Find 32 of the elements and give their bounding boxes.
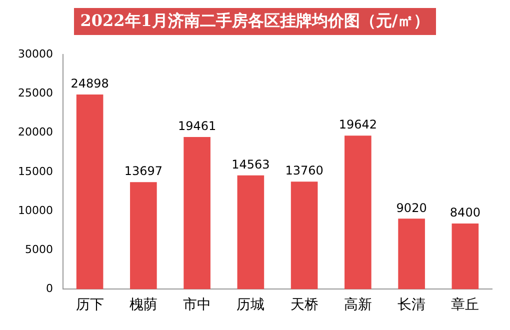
bar <box>398 218 425 290</box>
x-tick-label: 天桥 <box>290 297 318 314</box>
x-tick-label: 历城 <box>236 297 265 314</box>
y-tick-label: 15000 <box>18 164 53 178</box>
bar <box>344 136 372 290</box>
data-label: 19642 <box>338 118 378 132</box>
bar <box>130 182 157 290</box>
bar <box>184 137 210 290</box>
y-tick-label: 20000 <box>18 126 53 139</box>
y-tick-label: 10000 <box>18 204 53 217</box>
bar <box>76 94 104 290</box>
y-tick-label: 0 <box>46 282 53 296</box>
y-tick-label: 5000 <box>24 242 53 256</box>
x-tick-label: 市中 <box>183 297 212 314</box>
data-label: 9020 <box>396 200 427 215</box>
x-tick-label: 槐荫 <box>129 297 158 314</box>
data-label: 8400 <box>450 206 480 220</box>
bar <box>452 224 479 290</box>
data-label: 14563 <box>232 157 270 172</box>
y-tick-label: 25000 <box>18 86 53 100</box>
x-tick-label: 长清 <box>398 297 426 314</box>
x-tick-label: 高新 <box>344 297 372 314</box>
data-label: 19461 <box>178 119 216 134</box>
data-label: 24898 <box>70 76 109 91</box>
y-tick-label: 30000 <box>18 47 53 60</box>
x-tick-label: 章丘 <box>451 297 480 314</box>
x-tick-label: 历下 <box>76 297 104 314</box>
data-label: 13697 <box>124 164 163 178</box>
chart-title: 2022年1月济南二手房各区挂牌均价图（元/㎡） <box>74 8 436 35</box>
bar <box>290 182 318 290</box>
data-label: 13760 <box>285 164 324 178</box>
bar <box>237 175 264 290</box>
